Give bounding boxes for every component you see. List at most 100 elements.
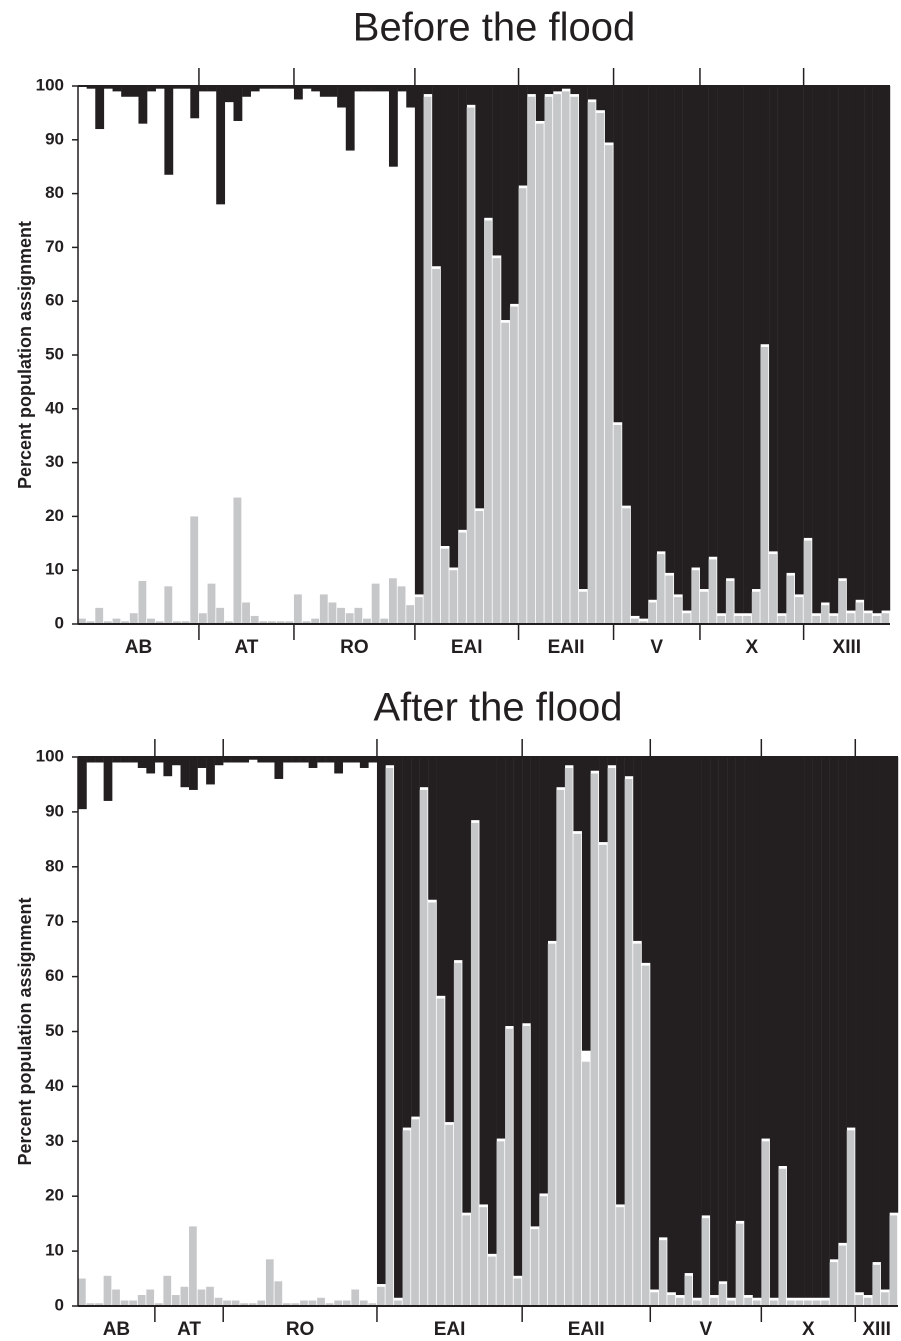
segment xyxy=(855,1295,864,1306)
group-label: AB xyxy=(125,637,152,658)
segment xyxy=(665,86,675,573)
segment xyxy=(795,1300,804,1306)
segment xyxy=(855,602,864,624)
segment xyxy=(259,621,268,624)
segment xyxy=(725,580,734,624)
segment xyxy=(181,621,190,624)
segment xyxy=(829,1262,838,1306)
segment xyxy=(171,1295,180,1306)
segment xyxy=(708,86,718,557)
segment xyxy=(607,767,616,1306)
segment xyxy=(838,757,847,1243)
segment xyxy=(743,615,751,624)
segment xyxy=(509,86,519,304)
y-tick-label: 0 xyxy=(55,613,64,632)
segment xyxy=(535,86,545,121)
segment xyxy=(250,86,260,92)
segment xyxy=(78,1278,86,1306)
segment xyxy=(778,757,788,1167)
segment xyxy=(319,86,329,97)
segment xyxy=(325,757,335,763)
segment xyxy=(581,1061,590,1306)
segment xyxy=(257,757,267,763)
segment xyxy=(751,86,761,590)
group-label: EAI xyxy=(451,637,483,658)
segment xyxy=(889,757,899,1213)
group-label: RO xyxy=(340,637,369,658)
segment xyxy=(120,757,130,763)
segment xyxy=(207,583,216,624)
segment xyxy=(432,268,441,624)
segment xyxy=(604,145,613,624)
segment xyxy=(590,773,599,1306)
segment xyxy=(216,607,225,624)
segment xyxy=(630,618,639,624)
segment xyxy=(363,618,371,624)
segment xyxy=(751,591,760,624)
segment xyxy=(428,902,436,1306)
segment xyxy=(539,1196,547,1306)
segment xyxy=(189,757,198,790)
segment xyxy=(214,757,224,766)
segment xyxy=(129,1300,137,1306)
group-label: XIII xyxy=(862,1319,891,1340)
segment xyxy=(761,1141,770,1306)
segment xyxy=(699,86,709,590)
segment xyxy=(675,757,685,1296)
segment xyxy=(291,757,301,763)
segment xyxy=(345,613,354,624)
segment xyxy=(604,86,614,143)
segment xyxy=(240,757,250,763)
segment xyxy=(189,1226,197,1306)
y-tick-label: 10 xyxy=(45,1241,64,1260)
group-label: X xyxy=(802,1319,815,1340)
segment xyxy=(368,1303,377,1306)
segment xyxy=(147,86,156,92)
y-tick-label: 30 xyxy=(45,1131,64,1150)
segment xyxy=(265,1259,274,1306)
segment xyxy=(553,86,562,92)
segment xyxy=(334,1300,342,1306)
segment xyxy=(458,86,467,530)
segment xyxy=(240,1303,249,1306)
segment xyxy=(371,583,380,624)
segment xyxy=(573,833,582,1306)
segment xyxy=(138,580,147,624)
segment xyxy=(710,1297,718,1306)
segment xyxy=(453,962,462,1306)
segment xyxy=(522,1026,530,1306)
segment xyxy=(573,757,583,832)
segment xyxy=(475,86,485,509)
segment xyxy=(385,767,394,1306)
y-tick-label: 0 xyxy=(55,1295,64,1314)
segment xyxy=(137,1295,146,1306)
segment xyxy=(693,1300,701,1306)
segment xyxy=(129,757,138,763)
segment xyxy=(224,621,233,624)
segment xyxy=(311,618,320,624)
segment xyxy=(248,757,258,760)
segment xyxy=(761,757,771,1139)
segment xyxy=(556,789,565,1306)
segment xyxy=(665,575,674,624)
segment xyxy=(881,86,891,611)
chart-title: Before the flood xyxy=(353,6,635,50)
segment xyxy=(291,1303,300,1306)
segment xyxy=(274,1281,283,1306)
segment xyxy=(376,757,386,1285)
segment xyxy=(684,757,694,1274)
segment xyxy=(419,789,428,1306)
group-label: AB xyxy=(103,1319,130,1340)
segment xyxy=(599,757,608,843)
segment xyxy=(650,757,660,1290)
group-label: AT xyxy=(234,637,258,658)
segment xyxy=(95,757,104,763)
segment xyxy=(656,86,666,552)
segment xyxy=(769,86,778,552)
segment xyxy=(803,540,812,624)
segment xyxy=(302,86,312,89)
segment xyxy=(385,757,395,766)
segment xyxy=(846,86,856,611)
y-tick-label: 50 xyxy=(45,1021,64,1040)
segment xyxy=(530,757,540,1227)
